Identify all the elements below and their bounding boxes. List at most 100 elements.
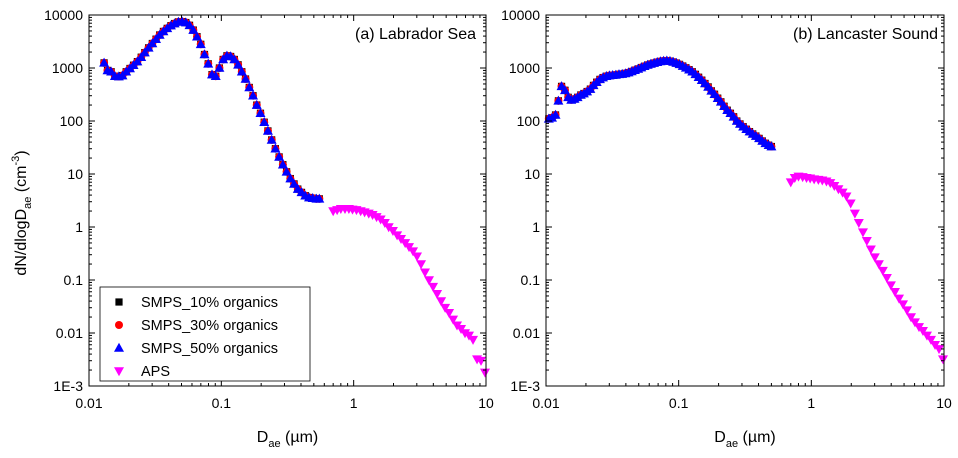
- data-point: [841, 192, 852, 202]
- panel-title: (b) Lancaster Sound: [793, 26, 938, 43]
- panel-title: (a) Labrador Sea: [355, 26, 476, 43]
- data-point: [845, 199, 856, 209]
- data-point: [285, 173, 296, 183]
- data-point: [236, 66, 247, 76]
- data-points: [99, 16, 491, 378]
- data-point: [869, 253, 880, 263]
- data-point: [139, 47, 150, 57]
- data-point: [244, 82, 255, 92]
- y-tick-label: 10: [524, 166, 540, 182]
- series-0: [545, 57, 775, 151]
- legend-marker: [114, 342, 124, 352]
- data-point: [259, 116, 270, 126]
- data-point: [251, 99, 262, 109]
- x-tick-label: 0.1: [669, 395, 689, 411]
- y-tick-label: 10: [67, 166, 83, 182]
- x-tick-label: 0.01: [75, 395, 102, 411]
- data-point: [266, 134, 277, 144]
- data-point: [853, 219, 864, 229]
- data-point: [289, 178, 300, 188]
- x-tick-label: 0.01: [532, 395, 559, 411]
- data-point: [444, 309, 455, 319]
- data-point: [195, 39, 206, 49]
- data-point: [480, 368, 491, 378]
- data-point: [909, 318, 920, 328]
- y-axis-title: dN/dlogDae (cm-3): [10, 150, 34, 275]
- data-point: [192, 31, 203, 41]
- data-point: [448, 315, 459, 325]
- data-point: [938, 355, 949, 365]
- x-tick-label: 10: [936, 395, 952, 411]
- data-point: [270, 143, 281, 153]
- legend-label: SMPS_50% organics: [141, 341, 278, 357]
- data-point: [898, 300, 909, 310]
- data-point: [901, 306, 912, 316]
- data-point: [861, 236, 872, 246]
- legend-item: SMPS_50% organics: [114, 341, 278, 357]
- series-3: [328, 205, 491, 378]
- y-tick-label: 0.1: [521, 272, 541, 288]
- y-tick-label: 0.1: [64, 272, 84, 288]
- data-point: [766, 141, 777, 151]
- legend-item: SMPS_30% organics: [115, 318, 278, 334]
- data-point: [188, 24, 199, 34]
- legend: SMPS_10% organics SMPS_30% organics SMPS_5…: [99, 286, 311, 382]
- data-point: [199, 49, 210, 59]
- data-point: [849, 209, 860, 219]
- data-point: [184, 20, 195, 30]
- y-tick-label: 10000: [44, 7, 83, 23]
- data-point: [274, 151, 285, 161]
- legend-label: APS: [141, 364, 170, 380]
- legend-marker: [115, 321, 123, 329]
- data-point: [436, 297, 447, 307]
- y-tick-label: 1: [75, 219, 83, 235]
- data-point: [106, 66, 117, 76]
- data-point: [99, 57, 110, 67]
- data-point: [424, 276, 435, 286]
- data-point: [277, 159, 288, 169]
- data-point: [877, 266, 888, 276]
- y-tick-label: 1E-3: [510, 378, 540, 394]
- data-point: [432, 289, 443, 299]
- data-point: [248, 90, 259, 100]
- legend-item: SMPS_10% organics: [115, 295, 278, 311]
- data-point: [420, 268, 431, 278]
- data-point: [203, 58, 214, 68]
- data-point: [550, 109, 561, 119]
- data-point: [894, 294, 905, 304]
- plot-frame: [545, 14, 945, 387]
- data-point: [411, 252, 422, 262]
- data-points: [543, 55, 949, 365]
- data-point: [416, 260, 427, 270]
- data-point: [136, 51, 147, 61]
- y-tick-label: 1000: [52, 60, 83, 76]
- data-point: [917, 327, 928, 337]
- data-point: [214, 62, 225, 72]
- data-point: [873, 260, 884, 270]
- data-point: [371, 213, 382, 223]
- legend-item: APS: [114, 364, 170, 380]
- data-point: [889, 287, 900, 297]
- data-point: [314, 193, 325, 203]
- plot-frame: [88, 14, 487, 387]
- y-tick-label: 100: [60, 113, 84, 129]
- data-point: [210, 71, 221, 81]
- x-tick-label: 10: [478, 395, 494, 411]
- x-axis-title: Dae (µm): [714, 429, 775, 450]
- data-point: [408, 247, 419, 257]
- legend-box: [99, 286, 311, 382]
- x-axis-title: Dae (µm): [257, 429, 318, 450]
- legend-label: SMPS_10% organics: [141, 295, 278, 311]
- data-point: [881, 274, 892, 284]
- y-tick-label: 0.01: [56, 325, 83, 341]
- y-tick-label: 1000: [509, 60, 540, 76]
- legend-label: SMPS_30% organics: [141, 318, 278, 334]
- data-point: [440, 303, 451, 313]
- y-tick-label: 100: [517, 113, 541, 129]
- data-point: [934, 345, 945, 355]
- data-point: [240, 73, 251, 83]
- data-point: [229, 54, 240, 64]
